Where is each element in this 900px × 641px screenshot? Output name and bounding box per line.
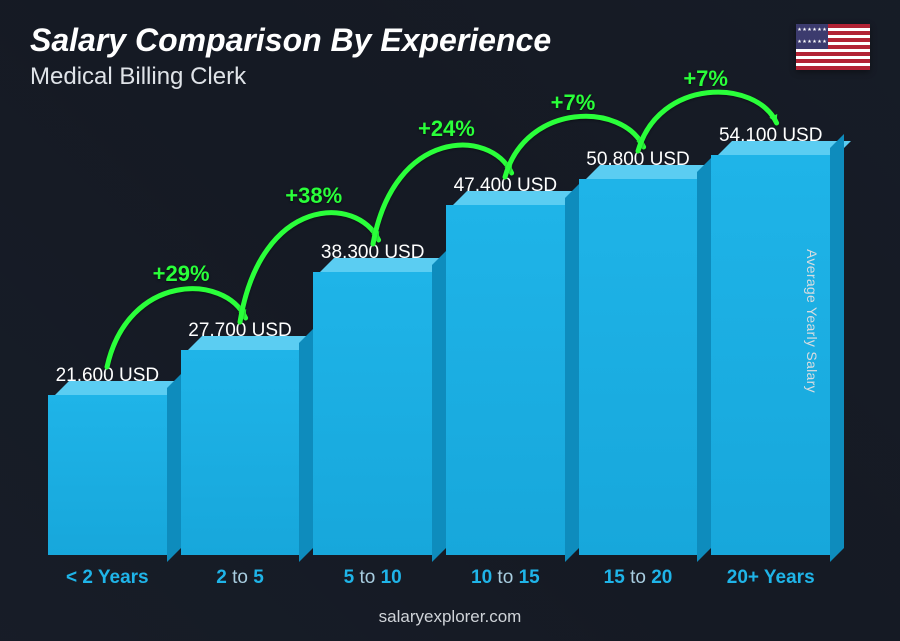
bar-wrap: 50,800 USD15 to 20 — [579, 149, 698, 589]
bar-wrap: 47,400 USD10 to 15 — [446, 175, 565, 589]
bar — [313, 272, 432, 555]
bar — [181, 350, 300, 555]
increase-label: +29% — [153, 261, 210, 287]
chart-header: Salary Comparison By Experience Medical … — [30, 22, 551, 91]
bar — [579, 179, 698, 555]
category-label: 5 to 10 — [344, 567, 402, 589]
increase-label: +38% — [285, 183, 342, 209]
bar — [446, 205, 565, 555]
increase-label: +7% — [683, 66, 728, 92]
bar-chart: 21,600 USD< 2 Years27,700 USD2 to 538,30… — [48, 109, 830, 589]
category-label: 10 to 15 — [471, 567, 540, 589]
category-label: < 2 Years — [66, 567, 149, 589]
bar — [48, 395, 167, 555]
bar-wrap: 38,300 USD5 to 10 — [313, 242, 432, 589]
country-flag-icon: ★★★★ ★★★★ ★★★★ — [796, 24, 870, 70]
category-label: 20+ Years — [727, 567, 815, 589]
y-axis-label: Average Yearly Salary — [804, 249, 820, 393]
bar-wrap: 21,600 USD< 2 Years — [48, 365, 167, 589]
chart-subtitle: Medical Billing Clerk — [30, 63, 551, 91]
chart-title: Salary Comparison By Experience — [30, 22, 551, 59]
category-label: 2 to 5 — [216, 567, 264, 589]
category-label: 15 to 20 — [604, 567, 673, 589]
footer-credit: salaryexplorer.com — [0, 607, 900, 627]
bar-wrap: 27,700 USD2 to 5 — [181, 320, 300, 589]
increase-label: +24% — [418, 116, 475, 142]
increase-label: +7% — [551, 90, 596, 116]
